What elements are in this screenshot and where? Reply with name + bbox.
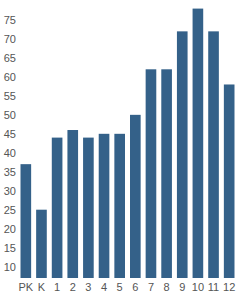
bar [99,134,110,278]
y-tick-label: 60 [4,71,16,83]
bar [161,69,172,278]
x-tick-label: 9 [179,281,185,293]
y-tick-label: 40 [4,147,16,159]
y-tick-label: 75 [4,14,16,26]
bar [146,69,157,278]
bar [67,130,78,278]
y-tick-label: 35 [4,166,16,178]
y-tick-label: 55 [4,90,16,102]
y-tick-label: 10 [4,261,16,273]
y-tick-label: 70 [4,33,16,45]
x-tick-label: 6 [132,281,138,293]
y-tick-label: 25 [4,204,16,216]
x-tick-label: K [38,281,46,293]
y-tick-label: 30 [4,185,16,197]
x-tick-label: 10 [192,281,204,293]
bar [52,138,63,278]
x-tick-label: 5 [117,281,123,293]
bar [177,31,188,278]
y-tick-label: 65 [4,52,16,64]
bars [21,9,235,278]
x-tick-label: 1 [54,281,60,293]
x-tick-label: 2 [70,281,76,293]
y-tick-label: 50 [4,109,16,121]
bar [114,134,125,278]
bar [36,210,47,278]
x-tick-label: PK [18,281,33,293]
x-tick-label: 8 [164,281,170,293]
bar [224,84,235,278]
x-tick-label: 12 [223,281,235,293]
x-tick-label: 3 [85,281,91,293]
y-tick-label: 15 [4,242,16,254]
bar [193,9,204,278]
bar [208,31,219,278]
bar [130,115,141,278]
bar [83,138,94,278]
y-tick-label: 20 [4,223,16,235]
bar [21,164,32,278]
x-tick-label: 11 [208,281,219,293]
x-tick-label: 4 [101,281,107,293]
y-tick-label: 45 [4,128,16,140]
x-tick-label: 7 [148,281,154,293]
chart: 1015202530354045505560657075PKK123456789… [0,0,240,296]
